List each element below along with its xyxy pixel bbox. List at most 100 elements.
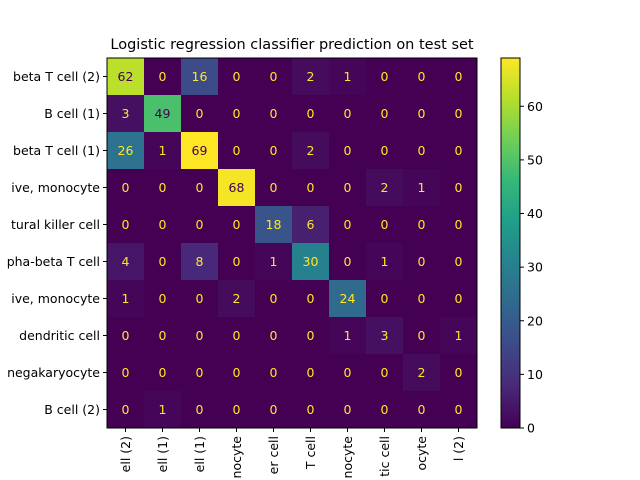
- cell-value-label: 0: [418, 217, 426, 232]
- heatmap-cell: [181, 354, 219, 392]
- cell-value-label: 0: [196, 291, 204, 306]
- heatmap-cell: [218, 169, 256, 207]
- y-tick-label: dendritic cell: [19, 328, 100, 343]
- heatmap-cell: [292, 169, 330, 207]
- cell-value-label: 18: [266, 217, 282, 232]
- heatmap-cell: [144, 169, 182, 207]
- cell-value-label: 1: [455, 328, 463, 343]
- cell-value-label: 0: [381, 402, 389, 417]
- heatmap-cell: [440, 243, 478, 281]
- cell-value-label: 0: [418, 291, 426, 306]
- cell-value-label: 30: [303, 254, 319, 269]
- cell-value-label: 0: [455, 180, 463, 195]
- cell-value-label: 0: [455, 69, 463, 84]
- heatmap-cell: [181, 58, 219, 96]
- heatmap-cell: [255, 391, 293, 429]
- heatmap-cell: [403, 206, 441, 244]
- heatmap-cell: [329, 169, 367, 207]
- cell-value-label: 0: [196, 180, 204, 195]
- heatmap-cell: [292, 95, 330, 133]
- cell-value-label: 6: [307, 217, 315, 232]
- heatmap-cell: [218, 206, 256, 244]
- heatmap-cell: [107, 391, 145, 429]
- cell-value-label: 0: [196, 402, 204, 417]
- cell-value-label: 0: [344, 254, 352, 269]
- cell-value-label: 0: [270, 180, 278, 195]
- heatmap-cell: [218, 58, 256, 96]
- cell-value-label: 0: [196, 365, 204, 380]
- heatmap-cell: [403, 354, 441, 392]
- cell-value-label: 0: [307, 365, 315, 380]
- heatmap-cell: [366, 169, 404, 207]
- heatmap-cell: [403, 169, 441, 207]
- heatmap-cell: [144, 58, 182, 96]
- heatmap-cell: [144, 391, 182, 429]
- heatmap-cell: [292, 354, 330, 392]
- cell-value-label: 0: [159, 365, 167, 380]
- x-tick-label: ell (2): [118, 436, 133, 472]
- cell-value-label: 2: [381, 180, 389, 195]
- heatmap-cell: [218, 354, 256, 392]
- heatmap-cell: [255, 58, 293, 96]
- cell-value-label: 0: [418, 106, 426, 121]
- x-tick-label: ell (1): [192, 436, 207, 472]
- x-tick-label: ell (1): [155, 436, 170, 472]
- heatmap-cell: [403, 58, 441, 96]
- cell-value-label: 0: [159, 254, 167, 269]
- cell-value-label: 2: [233, 291, 241, 306]
- cell-value-label: 2: [307, 69, 315, 84]
- cell-value-label: 0: [455, 143, 463, 158]
- y-tick-label: ive, monocyte: [11, 180, 100, 195]
- cell-value-label: 0: [455, 365, 463, 380]
- heatmap-cell: [255, 243, 293, 281]
- cell-value-label: 0: [233, 254, 241, 269]
- cell-value-label: 69: [192, 143, 208, 158]
- cell-value-label: 26: [118, 143, 134, 158]
- colorbar-tick-label: 40: [527, 206, 543, 221]
- heatmap-cell: [144, 206, 182, 244]
- heatmap-cell: [440, 132, 478, 170]
- heatmap-cell: [144, 354, 182, 392]
- cell-value-label: 1: [418, 180, 426, 195]
- cell-value-label: 0: [159, 180, 167, 195]
- heatmap-cell: [329, 391, 367, 429]
- y-axis: beta T cell (2) B cell (1) beta T cell (1)…: [7, 69, 107, 417]
- heatmap-cell: [144, 95, 182, 133]
- cell-value-label: 0: [270, 291, 278, 306]
- y-tick-label: tural killer cell: [11, 217, 100, 232]
- heatmap-cell: [329, 280, 367, 318]
- cell-value-label: 0: [270, 106, 278, 121]
- heatmap-cell: [366, 243, 404, 281]
- heatmap-cell: [329, 58, 367, 96]
- cell-value-labels: 62 0 16 0 0 2 1 0 0 03 49 0 0 0 0 0 0 0 026 1 69 0 0 2 0 0 0 00 0 0 68…: [118, 69, 463, 417]
- heatmap-cell: [366, 354, 404, 392]
- heatmap-cell: [329, 243, 367, 281]
- cell-value-label: 62: [118, 69, 134, 84]
- heatmap-cell: [144, 317, 182, 355]
- heatmap-cell: [403, 391, 441, 429]
- cell-value-label: 1: [270, 254, 278, 269]
- heatmap-cells: [107, 58, 478, 429]
- x-tick-label: er cell: [266, 436, 281, 474]
- cell-value-label: 0: [196, 328, 204, 343]
- heatmap-cell: [218, 243, 256, 281]
- cell-value-label: 0: [381, 217, 389, 232]
- heatmap-cell: [292, 391, 330, 429]
- cell-value-label: 0: [381, 106, 389, 121]
- heatmap-cell: [107, 317, 145, 355]
- heatmap-cell: [403, 95, 441, 133]
- heatmap-cell: [440, 280, 478, 318]
- heatmap-cell: [440, 206, 478, 244]
- heatmap-cell: [218, 317, 256, 355]
- cell-value-label: 0: [418, 328, 426, 343]
- cell-value-label: 0: [381, 69, 389, 84]
- heatmap-cell: [329, 317, 367, 355]
- cell-value-label: 24: [340, 291, 356, 306]
- y-tick-label: B cell (1): [44, 106, 100, 121]
- cell-value-label: 0: [418, 254, 426, 269]
- cell-value-label: 68: [229, 180, 245, 195]
- heatmap-cell: [366, 132, 404, 170]
- cell-value-label: 0: [381, 365, 389, 380]
- heatmap-cell: [255, 354, 293, 392]
- y-tick-label: B cell (2): [44, 402, 100, 417]
